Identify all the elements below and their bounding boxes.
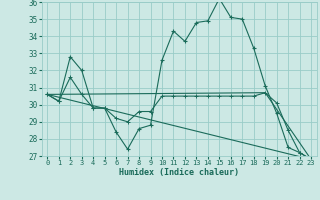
X-axis label: Humidex (Indice chaleur): Humidex (Indice chaleur) (119, 168, 239, 177)
